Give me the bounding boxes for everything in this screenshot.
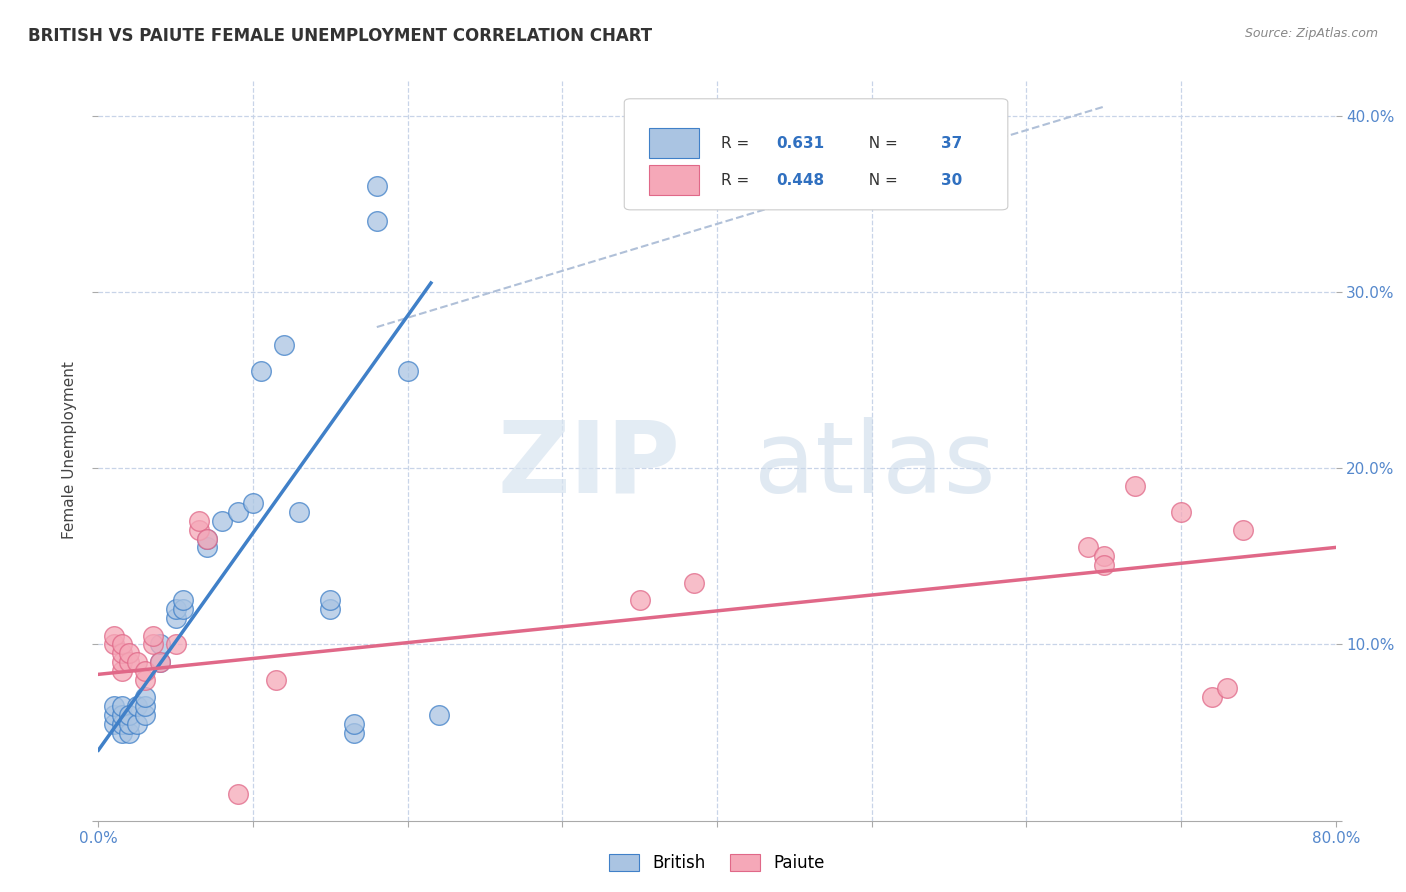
Point [149, 655, 172, 669]
Point [250, 364, 273, 378]
Point [242, 496, 264, 510]
Point [111, 646, 134, 660]
FancyBboxPatch shape [624, 99, 1008, 210]
Text: atlas: atlas [754, 417, 995, 514]
Text: 0.448: 0.448 [776, 173, 824, 187]
Point [1077, 541, 1099, 555]
Point [103, 716, 125, 731]
Point [1232, 523, 1254, 537]
Point [266, 673, 288, 687]
Point [1170, 505, 1192, 519]
Point [111, 655, 134, 669]
Point [149, 637, 172, 651]
Point [1123, 479, 1146, 493]
Point [226, 505, 249, 519]
Point [195, 532, 218, 546]
Point [103, 637, 125, 651]
Point [149, 655, 172, 669]
Text: 30: 30 [941, 173, 962, 187]
Point [273, 337, 295, 351]
Point [111, 716, 134, 731]
Text: Source: ZipAtlas.com: Source: ZipAtlas.com [1244, 27, 1378, 40]
Point [1092, 549, 1115, 564]
Point [127, 699, 149, 714]
Point [118, 655, 141, 669]
Bar [650, 165, 699, 195]
Point [134, 664, 156, 678]
Point [211, 514, 233, 528]
Point [165, 602, 187, 616]
Point [134, 699, 156, 714]
Point [188, 514, 211, 528]
Point [134, 707, 156, 722]
Point [1201, 690, 1223, 705]
Point [103, 699, 125, 714]
Point [683, 575, 706, 590]
Text: R =: R = [721, 136, 754, 151]
Text: 37: 37 [941, 136, 962, 151]
Point [134, 673, 156, 687]
Point [111, 699, 134, 714]
Point [111, 725, 134, 739]
Point [111, 664, 134, 678]
Point [343, 725, 366, 739]
Point [118, 707, 141, 722]
Point [319, 593, 342, 607]
Point [111, 637, 134, 651]
Point [111, 707, 134, 722]
Point [288, 505, 311, 519]
Point [319, 602, 342, 616]
Text: R =: R = [721, 173, 754, 187]
Point [142, 629, 165, 643]
Bar [650, 128, 699, 158]
Point [427, 707, 450, 722]
Text: N =: N = [859, 136, 903, 151]
Point [165, 637, 187, 651]
Point [628, 593, 651, 607]
Point [173, 593, 195, 607]
Point [1216, 681, 1239, 696]
Legend: British, Paiute: British, Paiute [602, 847, 832, 879]
Point [366, 179, 388, 194]
Point [1092, 558, 1115, 572]
Point [195, 541, 218, 555]
Text: 0.631: 0.631 [776, 136, 824, 151]
Point [118, 725, 141, 739]
Point [142, 637, 165, 651]
Point [173, 602, 195, 616]
Text: BRITISH VS PAIUTE FEMALE UNEMPLOYMENT CORRELATION CHART: BRITISH VS PAIUTE FEMALE UNEMPLOYMENT CO… [28, 27, 652, 45]
Text: ZIP: ZIP [498, 417, 681, 514]
Point [226, 787, 249, 801]
Point [195, 532, 218, 546]
Point [343, 716, 366, 731]
Y-axis label: Female Unemployment: Female Unemployment [62, 361, 77, 540]
Point [103, 629, 125, 643]
Point [165, 611, 187, 625]
Point [188, 523, 211, 537]
Point [366, 214, 388, 228]
Point [118, 646, 141, 660]
Point [103, 707, 125, 722]
Text: N =: N = [859, 173, 903, 187]
Point [134, 690, 156, 705]
Point [127, 716, 149, 731]
Point [118, 716, 141, 731]
Point [396, 364, 419, 378]
Point [127, 655, 149, 669]
